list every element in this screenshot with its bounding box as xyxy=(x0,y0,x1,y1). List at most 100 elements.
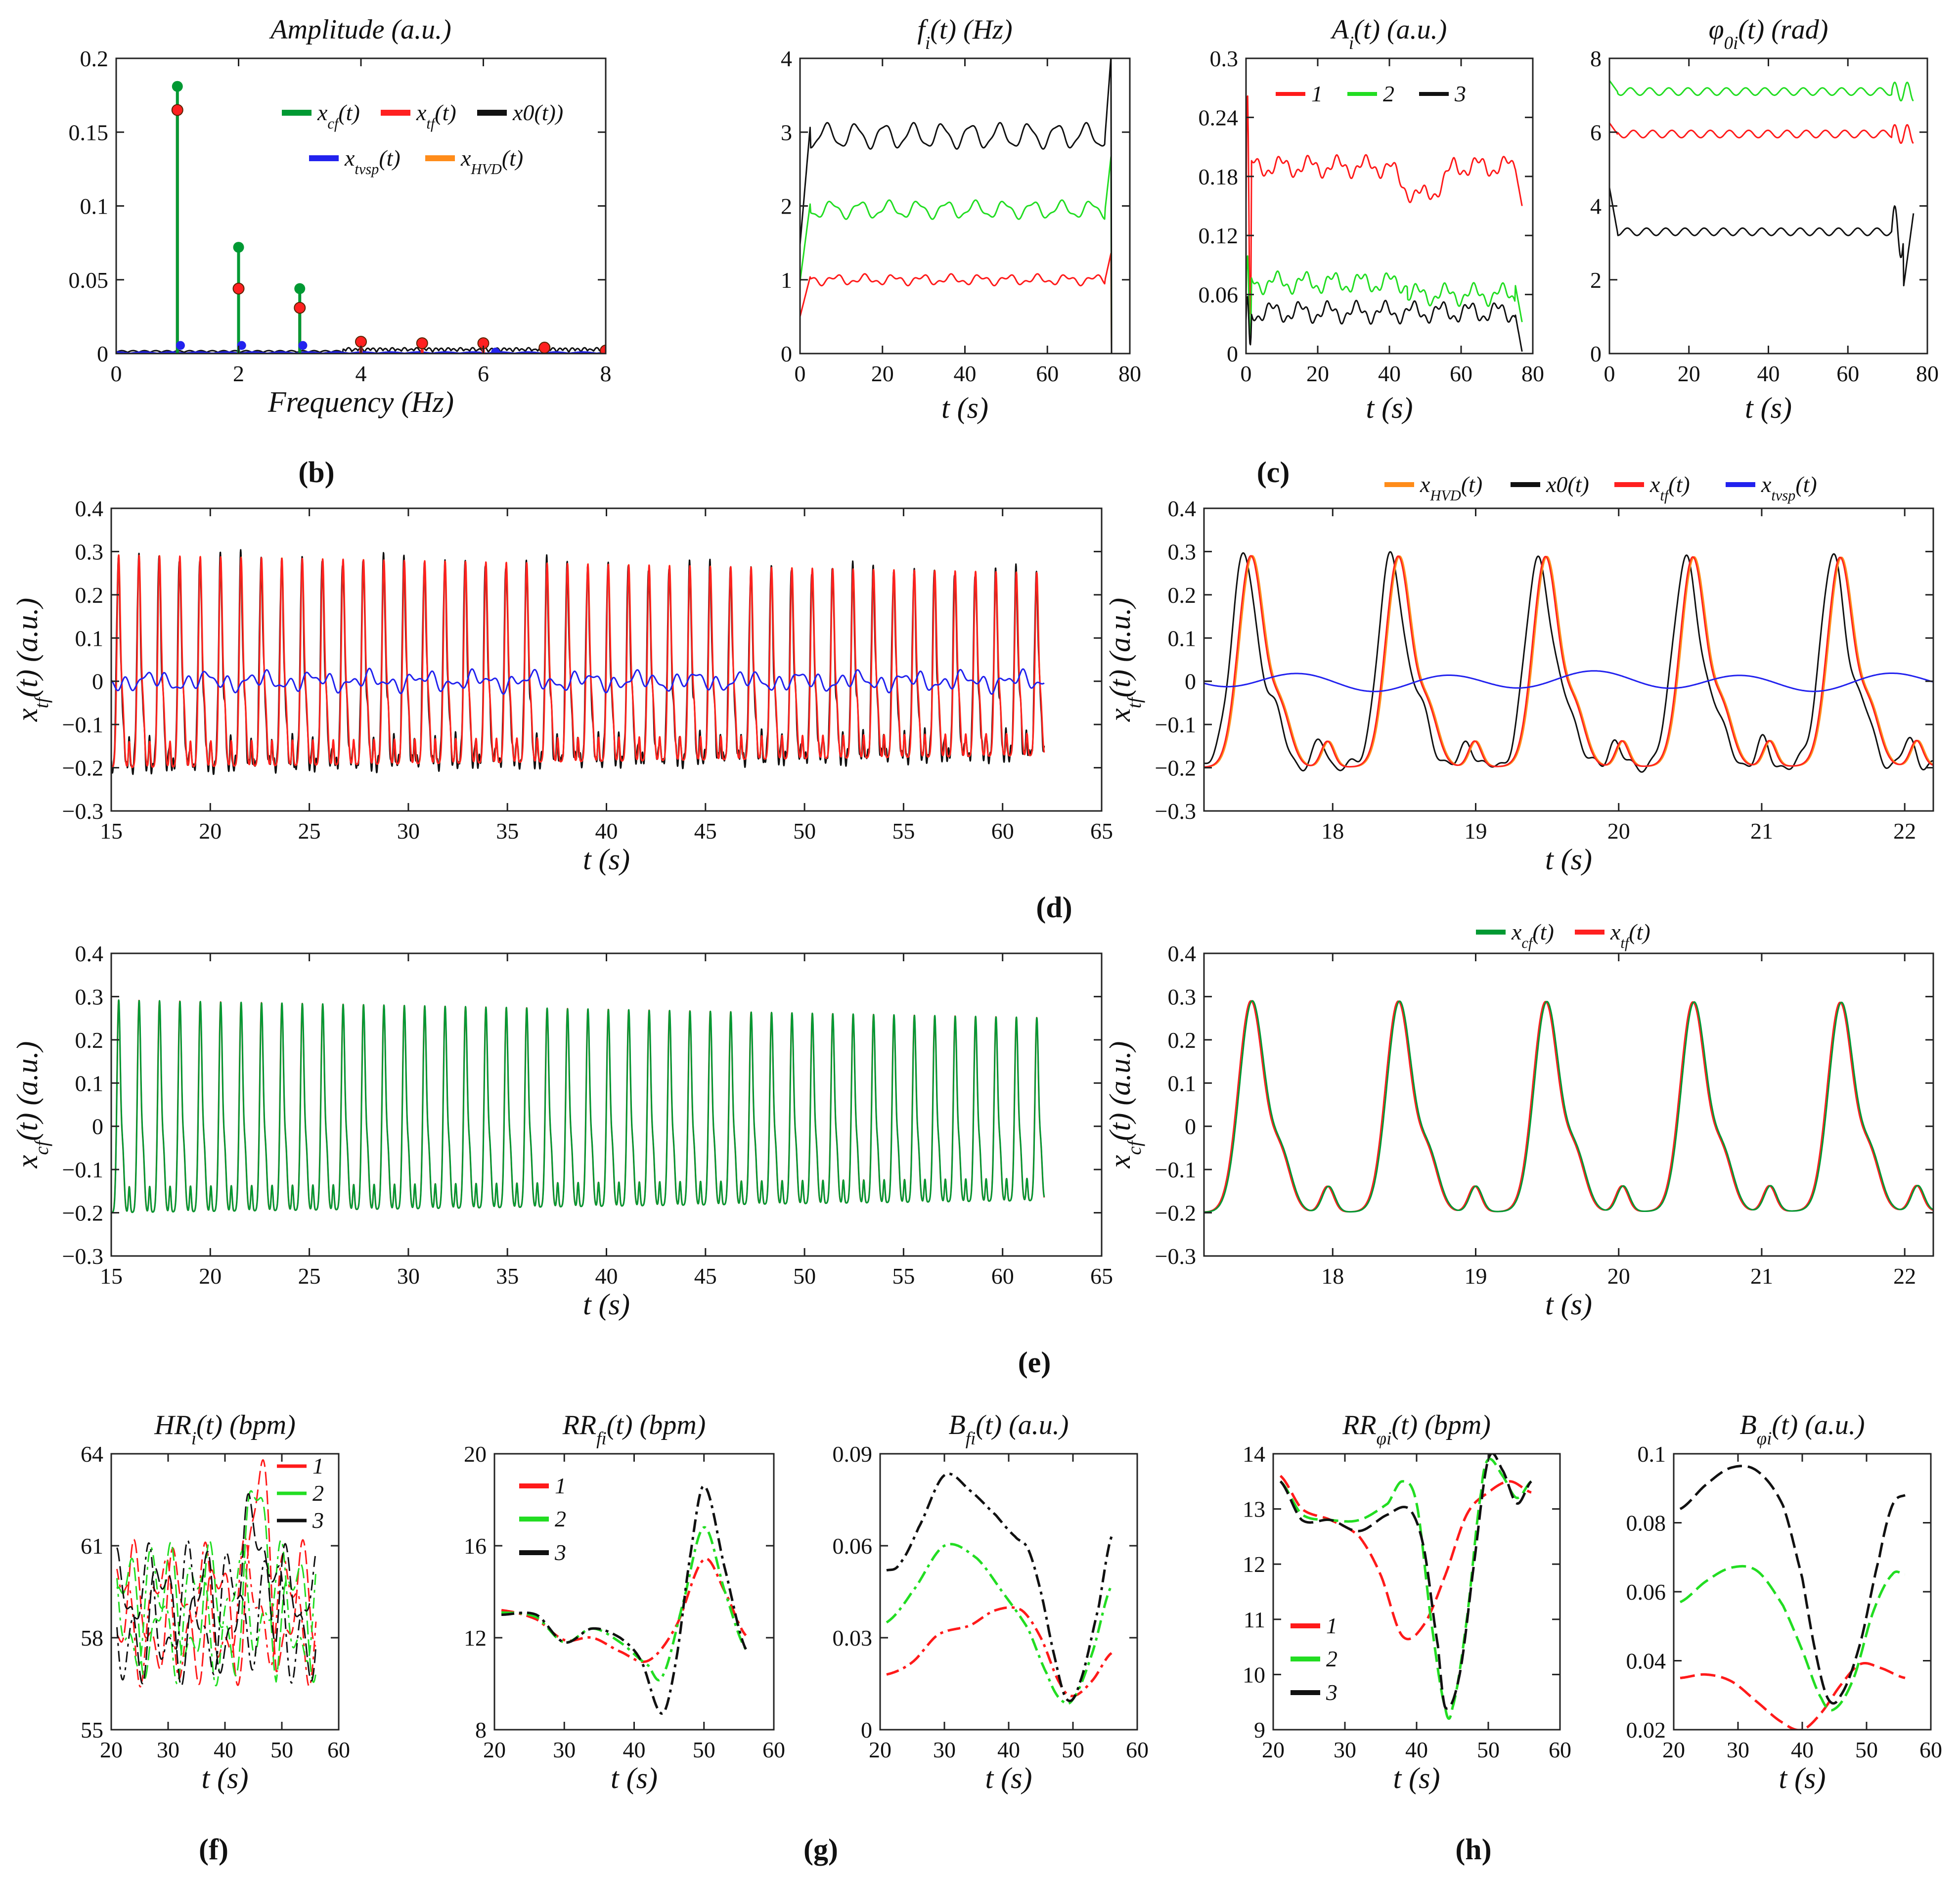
tvsp-peak-marker xyxy=(298,341,308,350)
y-tick-label: −0.1 xyxy=(62,1157,103,1182)
x-tick-label: 60 xyxy=(991,1263,1014,1289)
rrf-line-2 xyxy=(500,1526,747,1682)
fi-line-2 xyxy=(800,156,1113,354)
legend-xtf-label: xtf(t) xyxy=(1610,919,1650,951)
x-tick-label: 45 xyxy=(694,1263,717,1289)
x-axis-label: t (s) xyxy=(583,843,630,876)
legend-3-label: 3 xyxy=(1326,1680,1337,1705)
x-tick-label: 60 xyxy=(1836,361,1859,386)
y-tick-label: 9 xyxy=(1254,1717,1265,1743)
phi-line-2 xyxy=(1609,80,1914,102)
y-tick-label: 11 xyxy=(1244,1607,1265,1632)
label-c: (c) xyxy=(1257,456,1290,489)
plot-area xyxy=(111,549,1045,775)
ai-line-1 xyxy=(1246,95,1523,314)
x-tick-label: 0 xyxy=(795,361,806,386)
y-tick-label: 0.1 xyxy=(1168,626,1197,651)
panel-hr: 20 30 40 50 60 55 58 61 64 HRi(t) (bpm) t (s) 123 xyxy=(81,1410,350,1794)
legend-xtf-label: xtf(t) xyxy=(1649,472,1690,504)
y-tick-label: −0.3 xyxy=(62,799,103,824)
x-tick-label: 50 xyxy=(1062,1737,1084,1762)
x-tick-label: 20 xyxy=(199,1263,222,1289)
y-tick-label: 0.3 xyxy=(1168,539,1197,564)
label-h: (h) xyxy=(1455,1833,1491,1866)
y-tick-label: 20 xyxy=(464,1441,487,1467)
plot-area xyxy=(1246,95,1523,352)
y-tick-label: 0.2 xyxy=(80,46,109,71)
y-tick-label: 64 xyxy=(81,1441,103,1467)
x-tick-label: 35 xyxy=(496,1263,519,1289)
hr-line-1 xyxy=(116,1459,316,1686)
panel-bp: 20 30 40 50 60 0.02 0.04 0.06 0.08 0.1 Bφi(t) (a.u… xyxy=(1626,1410,1943,1794)
y-axis-label: xtf(t) (a.u.) xyxy=(1104,598,1145,722)
y-tick-label: 0 xyxy=(1227,341,1238,366)
legend-xcf-label: xcf(t) xyxy=(1511,919,1554,951)
y-tick-label: 8 xyxy=(1590,46,1602,71)
x-axis-label: t (s) xyxy=(941,392,988,424)
x-tick-label: 21 xyxy=(1750,1263,1773,1289)
y-tick-label: 12 xyxy=(1243,1552,1265,1577)
hr-line-3 xyxy=(116,1539,317,1684)
y-tick-label: 0.3 xyxy=(75,539,104,564)
label-e: (e) xyxy=(1018,1346,1051,1379)
legend-xtvsp-label: xtvsp(t) xyxy=(344,145,401,178)
plot-area xyxy=(1609,80,1915,287)
x-tick-label: 20 xyxy=(483,1737,506,1762)
panel-spec: 0 2 4 6 8 0 0.05 0.1 0.15 0.2 Amplitude (a.u.) Freq… xyxy=(69,14,612,418)
plot-area xyxy=(800,58,1113,354)
legend-3-label: 3 xyxy=(312,1508,324,1533)
x-tick-label: 6 xyxy=(478,361,489,386)
bp-line-1 xyxy=(1679,1662,1906,1730)
x-tick-label: 65 xyxy=(1090,818,1113,844)
legend-xcf-label: xcf(t) xyxy=(317,100,360,132)
y-tick-label: 0.4 xyxy=(75,941,104,966)
chart-title: HRi(t) (bpm) xyxy=(154,1410,296,1448)
y-tick-label: 8 xyxy=(475,1717,487,1743)
y-tick-label: 0.1 xyxy=(75,626,104,651)
axes-box xyxy=(879,1453,1138,1731)
x-tick-label: 21 xyxy=(1750,818,1773,844)
y-tick-label: 0.06 xyxy=(833,1533,873,1559)
x-tick-label: 40 xyxy=(954,361,977,386)
y-tick-label: 0.15 xyxy=(69,120,109,145)
tf-line xyxy=(111,554,1045,768)
axes-box xyxy=(799,57,1131,355)
tvsp-peak-marker xyxy=(491,348,500,354)
x-axis-label: t (s) xyxy=(583,1288,630,1321)
tvsp-peak-marker xyxy=(176,341,185,350)
y-tick-label: 0.3 xyxy=(1168,984,1197,1009)
tvsp-peak-marker xyxy=(237,341,246,350)
phi-line-1 xyxy=(1609,122,1914,144)
y-tick-label: −0.3 xyxy=(1155,1244,1196,1269)
axes-box xyxy=(1203,507,1934,812)
panel-phi: 0 20 40 60 80 0 2 4 6 8 φ0i(t) (rad) t (s) xyxy=(1590,14,1939,424)
x-tick-label: 22 xyxy=(1893,1263,1916,1289)
y-tick-label: 0 xyxy=(781,341,792,366)
y-tick-label: 0 xyxy=(92,1114,103,1139)
y-tick-label: 10 xyxy=(1243,1662,1265,1687)
y-tick-label: 0.1 xyxy=(1168,1071,1197,1096)
x-tick-label: 40 xyxy=(1757,361,1780,386)
y-tick-label: 0 xyxy=(1590,341,1602,366)
y-tick-label: 6 xyxy=(1590,120,1602,145)
y-tick-label: 0.1 xyxy=(75,1071,104,1096)
tvsp-line xyxy=(1204,670,1933,692)
y-tick-label: 0 xyxy=(861,1717,872,1743)
x-tick-label: 65 xyxy=(1090,1263,1113,1289)
bp-line-3 xyxy=(1679,1465,1906,1705)
axes-box xyxy=(1608,57,1928,355)
label-f: (f) xyxy=(199,1833,228,1866)
x-tick-label: 30 xyxy=(1727,1737,1749,1762)
y-tick-label: −0.2 xyxy=(1155,756,1196,781)
panel-e1: 15 20 25 30 35 40 45 50 55 60 65 −0.3 −0.2 −0.1 0 0.1 0.… xyxy=(11,941,1113,1321)
y-tick-label: 0.03 xyxy=(833,1625,873,1651)
y-tick-label: 58 xyxy=(81,1625,103,1651)
cf-peak-marker xyxy=(172,81,183,92)
chart-title: φ0i(t) (rad) xyxy=(1709,14,1828,53)
tf-line xyxy=(1204,1000,1933,1213)
y-tick-label: 0.1 xyxy=(80,194,109,219)
x-tick-label: 40 xyxy=(1378,361,1401,386)
x-tick-label: 20 xyxy=(1662,1737,1685,1762)
